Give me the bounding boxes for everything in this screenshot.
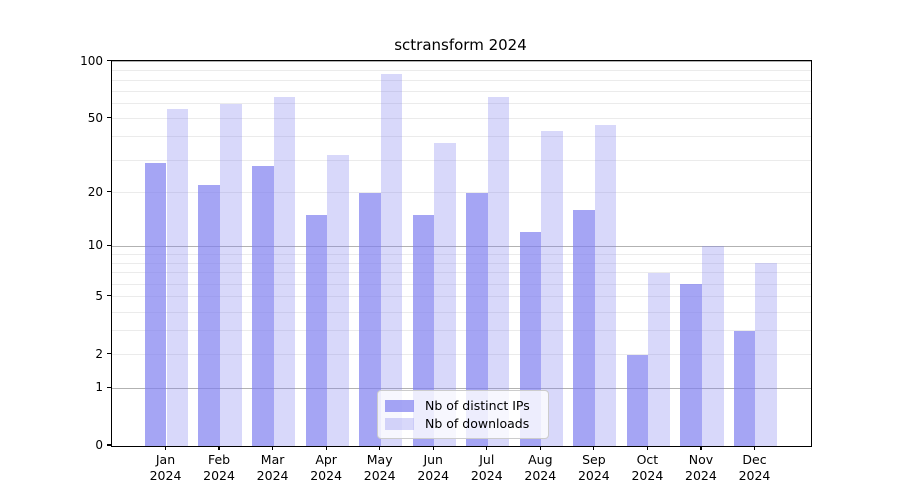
bar-distinct-ips-oct xyxy=(626,354,649,446)
minor-gridline xyxy=(112,103,811,105)
legend-label-downloads: Nb of downloads xyxy=(425,416,530,431)
x-tick-mark xyxy=(539,446,541,450)
x-tick-mark xyxy=(218,446,220,450)
bar-distinct-ips-feb xyxy=(198,184,221,446)
x-tick-mark xyxy=(271,446,274,450)
y-tick-label: 0 xyxy=(95,438,103,452)
legend-swatch-downloads xyxy=(385,417,414,430)
y-tick-mark xyxy=(106,190,111,193)
minor-gridline xyxy=(112,296,811,298)
bar-distinct-ips-nov xyxy=(680,284,702,446)
x-tick-label: Jun 2024 xyxy=(417,452,450,483)
bar-downloads-jun xyxy=(434,143,456,446)
legend: Nb of distinct IPs Nb of downloads xyxy=(377,390,549,439)
x-tick-label: Mar 2024 xyxy=(256,452,289,483)
legend-item-downloads: Nb of downloads xyxy=(385,417,548,430)
bar-downloads-jan xyxy=(166,109,189,446)
x-tick-mark xyxy=(379,446,381,450)
x-tick-label: Nov 2024 xyxy=(685,452,717,483)
bar-distinct-ips-apr xyxy=(305,215,328,446)
bar-downloads-dec xyxy=(755,263,778,446)
y-tick-mark xyxy=(106,444,111,446)
bar-downloads-aug xyxy=(541,130,563,446)
x-tick-label: Jul 2024 xyxy=(470,452,503,483)
y-tick-mark xyxy=(106,295,111,297)
x-tick-label: Jan 2024 xyxy=(149,452,182,483)
major-gridline xyxy=(112,387,811,389)
x-tick-label: Aug 2024 xyxy=(524,452,557,483)
bar-downloads-feb xyxy=(220,103,242,446)
minor-gridline xyxy=(112,90,811,92)
minor-gridline xyxy=(112,192,811,194)
x-tick-label: Oct 2024 xyxy=(631,452,664,483)
x-tick-label: Sep 2024 xyxy=(577,452,610,483)
x-tick-mark xyxy=(646,446,648,450)
bar-downloads-jul xyxy=(487,97,510,446)
y-tick-label: 10 xyxy=(87,238,103,253)
y-tick-label: 50 xyxy=(87,110,103,125)
x-tick-mark xyxy=(486,446,488,450)
x-tick-mark xyxy=(432,446,434,450)
x-tick-label: May 2024 xyxy=(363,452,396,483)
x-tick-mark xyxy=(325,446,327,450)
x-tick-mark xyxy=(700,446,702,450)
legend-item-distinct-ips: Nb of distinct IPs xyxy=(385,399,548,412)
major-gridline xyxy=(112,61,811,63)
x-tick-label: Feb 2024 xyxy=(203,452,235,483)
minor-gridline xyxy=(112,253,811,255)
bar-distinct-ips-mar xyxy=(251,165,274,446)
y-tick-label: 2 xyxy=(95,346,103,361)
x-tick-label: Dec 2024 xyxy=(738,452,771,483)
bar-distinct-ips-dec xyxy=(733,330,756,446)
bar-downloads-oct xyxy=(648,272,670,446)
x-tick-mark xyxy=(753,446,756,450)
minor-gridline xyxy=(112,262,811,264)
bar-downloads-mar xyxy=(273,97,296,446)
minor-gridline xyxy=(112,283,811,285)
minor-gridline xyxy=(112,79,811,81)
bar-downloads-sep xyxy=(594,125,617,446)
legend-label-distinct-ips: Nb of distinct IPs xyxy=(425,398,530,413)
minor-gridline xyxy=(112,330,811,332)
minor-gridline xyxy=(112,159,811,161)
minor-gridline xyxy=(112,69,811,71)
bar-distinct-ips-jan xyxy=(144,162,167,446)
y-tick-label: 5 xyxy=(95,288,103,303)
minor-gridline xyxy=(112,311,811,313)
y-tick-mark xyxy=(106,60,111,62)
y-tick-mark xyxy=(106,352,111,355)
x-tick-mark xyxy=(593,446,595,450)
bar-distinct-ips-jul xyxy=(466,192,488,446)
y-tick-label: 1 xyxy=(95,380,103,395)
y-tick-mark xyxy=(106,117,111,119)
plot-area xyxy=(111,60,812,447)
minor-gridline xyxy=(112,354,811,356)
bar-distinct-ips-jun xyxy=(412,215,435,446)
bar-downloads-nov xyxy=(701,246,724,446)
legend-swatch-distinct-ips xyxy=(385,399,414,412)
y-tick-mark xyxy=(106,386,111,388)
bar-distinct-ips-sep xyxy=(573,210,595,446)
x-tick-label: Apr 2024 xyxy=(310,452,343,483)
minor-gridline xyxy=(112,118,811,120)
minor-gridline xyxy=(112,136,811,138)
x-tick-mark xyxy=(164,446,167,450)
y-tick-label: 20 xyxy=(87,184,103,199)
chart-title: sctransform 2024 xyxy=(394,36,527,54)
y-tick-mark xyxy=(106,244,111,246)
bar-distinct-ips-may xyxy=(359,192,381,446)
minor-gridline xyxy=(112,272,811,274)
bar-downloads-apr xyxy=(327,154,349,446)
major-gridline xyxy=(112,245,811,247)
bar-downloads-may xyxy=(380,74,403,446)
y-tick-label: 100 xyxy=(80,53,103,68)
